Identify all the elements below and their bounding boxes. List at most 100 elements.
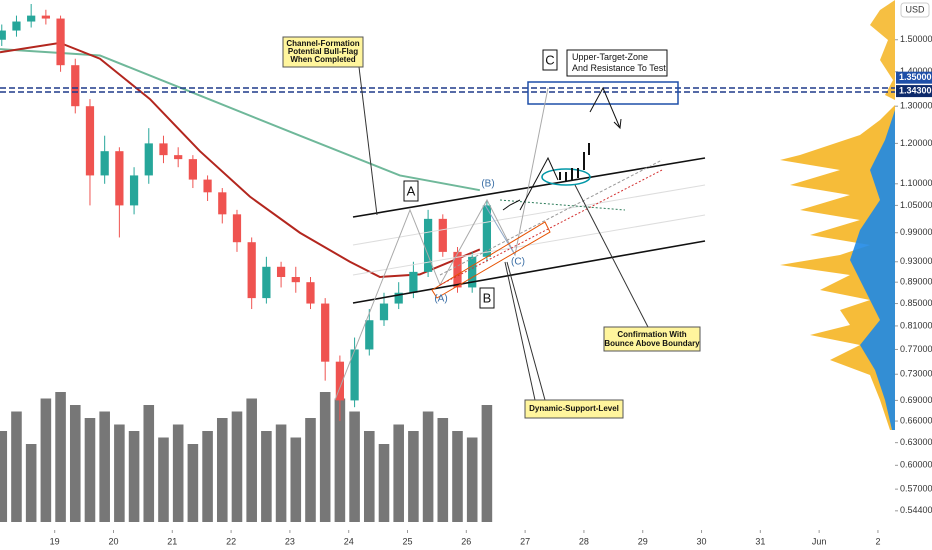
y-tick-label: 1.20000 bbox=[900, 138, 932, 148]
candle-body bbox=[306, 282, 315, 304]
candle-body bbox=[159, 143, 168, 156]
y-tick-label: 1.50000 bbox=[900, 34, 932, 44]
candle-body bbox=[56, 18, 65, 66]
target-text: Upper-Target-Zone And Resistance To Test bbox=[572, 52, 666, 73]
volume-bar bbox=[40, 398, 52, 522]
volume-bar bbox=[378, 444, 390, 522]
candle-body bbox=[12, 21, 21, 31]
y-tick-label: 0.99000 bbox=[900, 227, 932, 237]
sub-wave-label: (C) bbox=[511, 257, 525, 268]
candle-body bbox=[423, 218, 433, 272]
x-tick-label: 20 bbox=[108, 536, 118, 546]
candle-body bbox=[0, 30, 6, 40]
sub-wave-label: (A) bbox=[434, 294, 447, 305]
candle-body bbox=[27, 15, 36, 22]
x-tick-label: 29 bbox=[638, 536, 648, 546]
volume-profile bbox=[780, 0, 895, 430]
y-tick-label: 0.89000 bbox=[900, 277, 932, 287]
candle-body bbox=[365, 320, 374, 350]
candle-body bbox=[482, 205, 492, 257]
volume-bar bbox=[69, 405, 81, 522]
candle-body bbox=[232, 214, 242, 243]
x-tick-label: 25 bbox=[403, 536, 413, 546]
candle-body bbox=[188, 159, 197, 180]
callout-line: Potential Bull-Flag bbox=[288, 47, 358, 56]
volume-bar bbox=[422, 411, 434, 522]
y-tick-label: 0.66000 bbox=[900, 415, 932, 425]
candle-body bbox=[394, 292, 403, 304]
x-tick-label: Jun bbox=[812, 536, 827, 546]
candle-body bbox=[321, 303, 330, 362]
y-tick-label: 0.69000 bbox=[900, 395, 932, 405]
x-tick-label: 27 bbox=[520, 536, 530, 546]
volume-bar bbox=[290, 437, 302, 522]
candle-body bbox=[438, 218, 447, 252]
volume-bar bbox=[261, 431, 272, 522]
callout-line: Confirmation With bbox=[617, 330, 686, 339]
price-label: 1.34300 bbox=[899, 85, 932, 95]
y-tick-label: 1.05000 bbox=[900, 200, 932, 210]
y-tick-label: 0.57000 bbox=[900, 484, 932, 494]
volume-bar bbox=[187, 444, 199, 522]
target-line: Upper-Target-Zone bbox=[572, 52, 648, 62]
x-tick-label: 26 bbox=[461, 536, 471, 546]
volume-bar bbox=[437, 418, 449, 522]
volume-bar bbox=[114, 424, 125, 522]
price-label: 1.35000 bbox=[899, 72, 932, 82]
volume-bar bbox=[363, 431, 375, 522]
candle-body bbox=[409, 271, 418, 293]
volume-bar bbox=[349, 411, 360, 522]
volume-bar bbox=[275, 424, 287, 522]
y-tick-label: 0.63000 bbox=[900, 437, 932, 447]
candle-body bbox=[247, 242, 256, 299]
candle-body bbox=[350, 349, 359, 401]
volume-bar bbox=[99, 411, 110, 522]
x-tick-label: 23 bbox=[285, 536, 295, 546]
callout-line: When Completed bbox=[290, 55, 355, 64]
y-tick-label: 0.85000 bbox=[900, 298, 932, 308]
volume-bar bbox=[11, 411, 22, 522]
currency-badge bbox=[900, 2, 930, 18]
wave-label: A bbox=[407, 183, 416, 198]
moving-average bbox=[0, 41, 481, 279]
y-tick-label: 1.40000 bbox=[900, 66, 932, 76]
callout-text: Dynamic-Support-Level bbox=[529, 404, 619, 413]
candle-body bbox=[203, 179, 212, 193]
candle-body bbox=[262, 266, 271, 299]
candle-body bbox=[100, 151, 109, 176]
volume-bar bbox=[55, 392, 66, 522]
callout-line: Bounce Above Boundary bbox=[604, 339, 700, 348]
price-label-box bbox=[896, 85, 932, 98]
candle-body bbox=[85, 106, 95, 176]
x-tick-label: 21 bbox=[167, 536, 177, 546]
x-tick-label: 2 bbox=[875, 536, 880, 546]
callout-line: Channel-Formation bbox=[286, 39, 359, 48]
y-tick-label: 0.93000 bbox=[900, 256, 932, 266]
candle-body bbox=[41, 15, 50, 19]
candle-body bbox=[115, 151, 124, 206]
volume-bar bbox=[466, 437, 478, 522]
candle-body bbox=[335, 361, 345, 401]
candle-body bbox=[218, 192, 227, 215]
volume-bar bbox=[231, 411, 243, 522]
candle-body bbox=[174, 155, 183, 160]
y-tick-label: 0.60000 bbox=[900, 460, 932, 470]
volume-bar bbox=[481, 405, 493, 522]
candle-body bbox=[276, 266, 286, 277]
volume-bar bbox=[334, 398, 346, 522]
callout-text: Channel-Formation Potential Bull-Flag When… bbox=[286, 39, 359, 64]
x-tick-label: 19 bbox=[50, 536, 60, 546]
candle-body bbox=[291, 276, 300, 283]
volume-bar bbox=[172, 424, 184, 522]
volume-bar bbox=[84, 418, 96, 522]
candle-body bbox=[144, 143, 153, 176]
moving-average bbox=[0, 48, 481, 192]
y-tick-label: 0.73000 bbox=[900, 369, 932, 379]
callout-text: Confirmation With Bounce Above Boundary bbox=[604, 330, 700, 348]
volume-bar bbox=[305, 418, 316, 522]
volume-bar bbox=[216, 418, 228, 522]
candle-body bbox=[468, 256, 477, 288]
volume-bar bbox=[143, 405, 155, 522]
volume-bar bbox=[128, 431, 140, 522]
